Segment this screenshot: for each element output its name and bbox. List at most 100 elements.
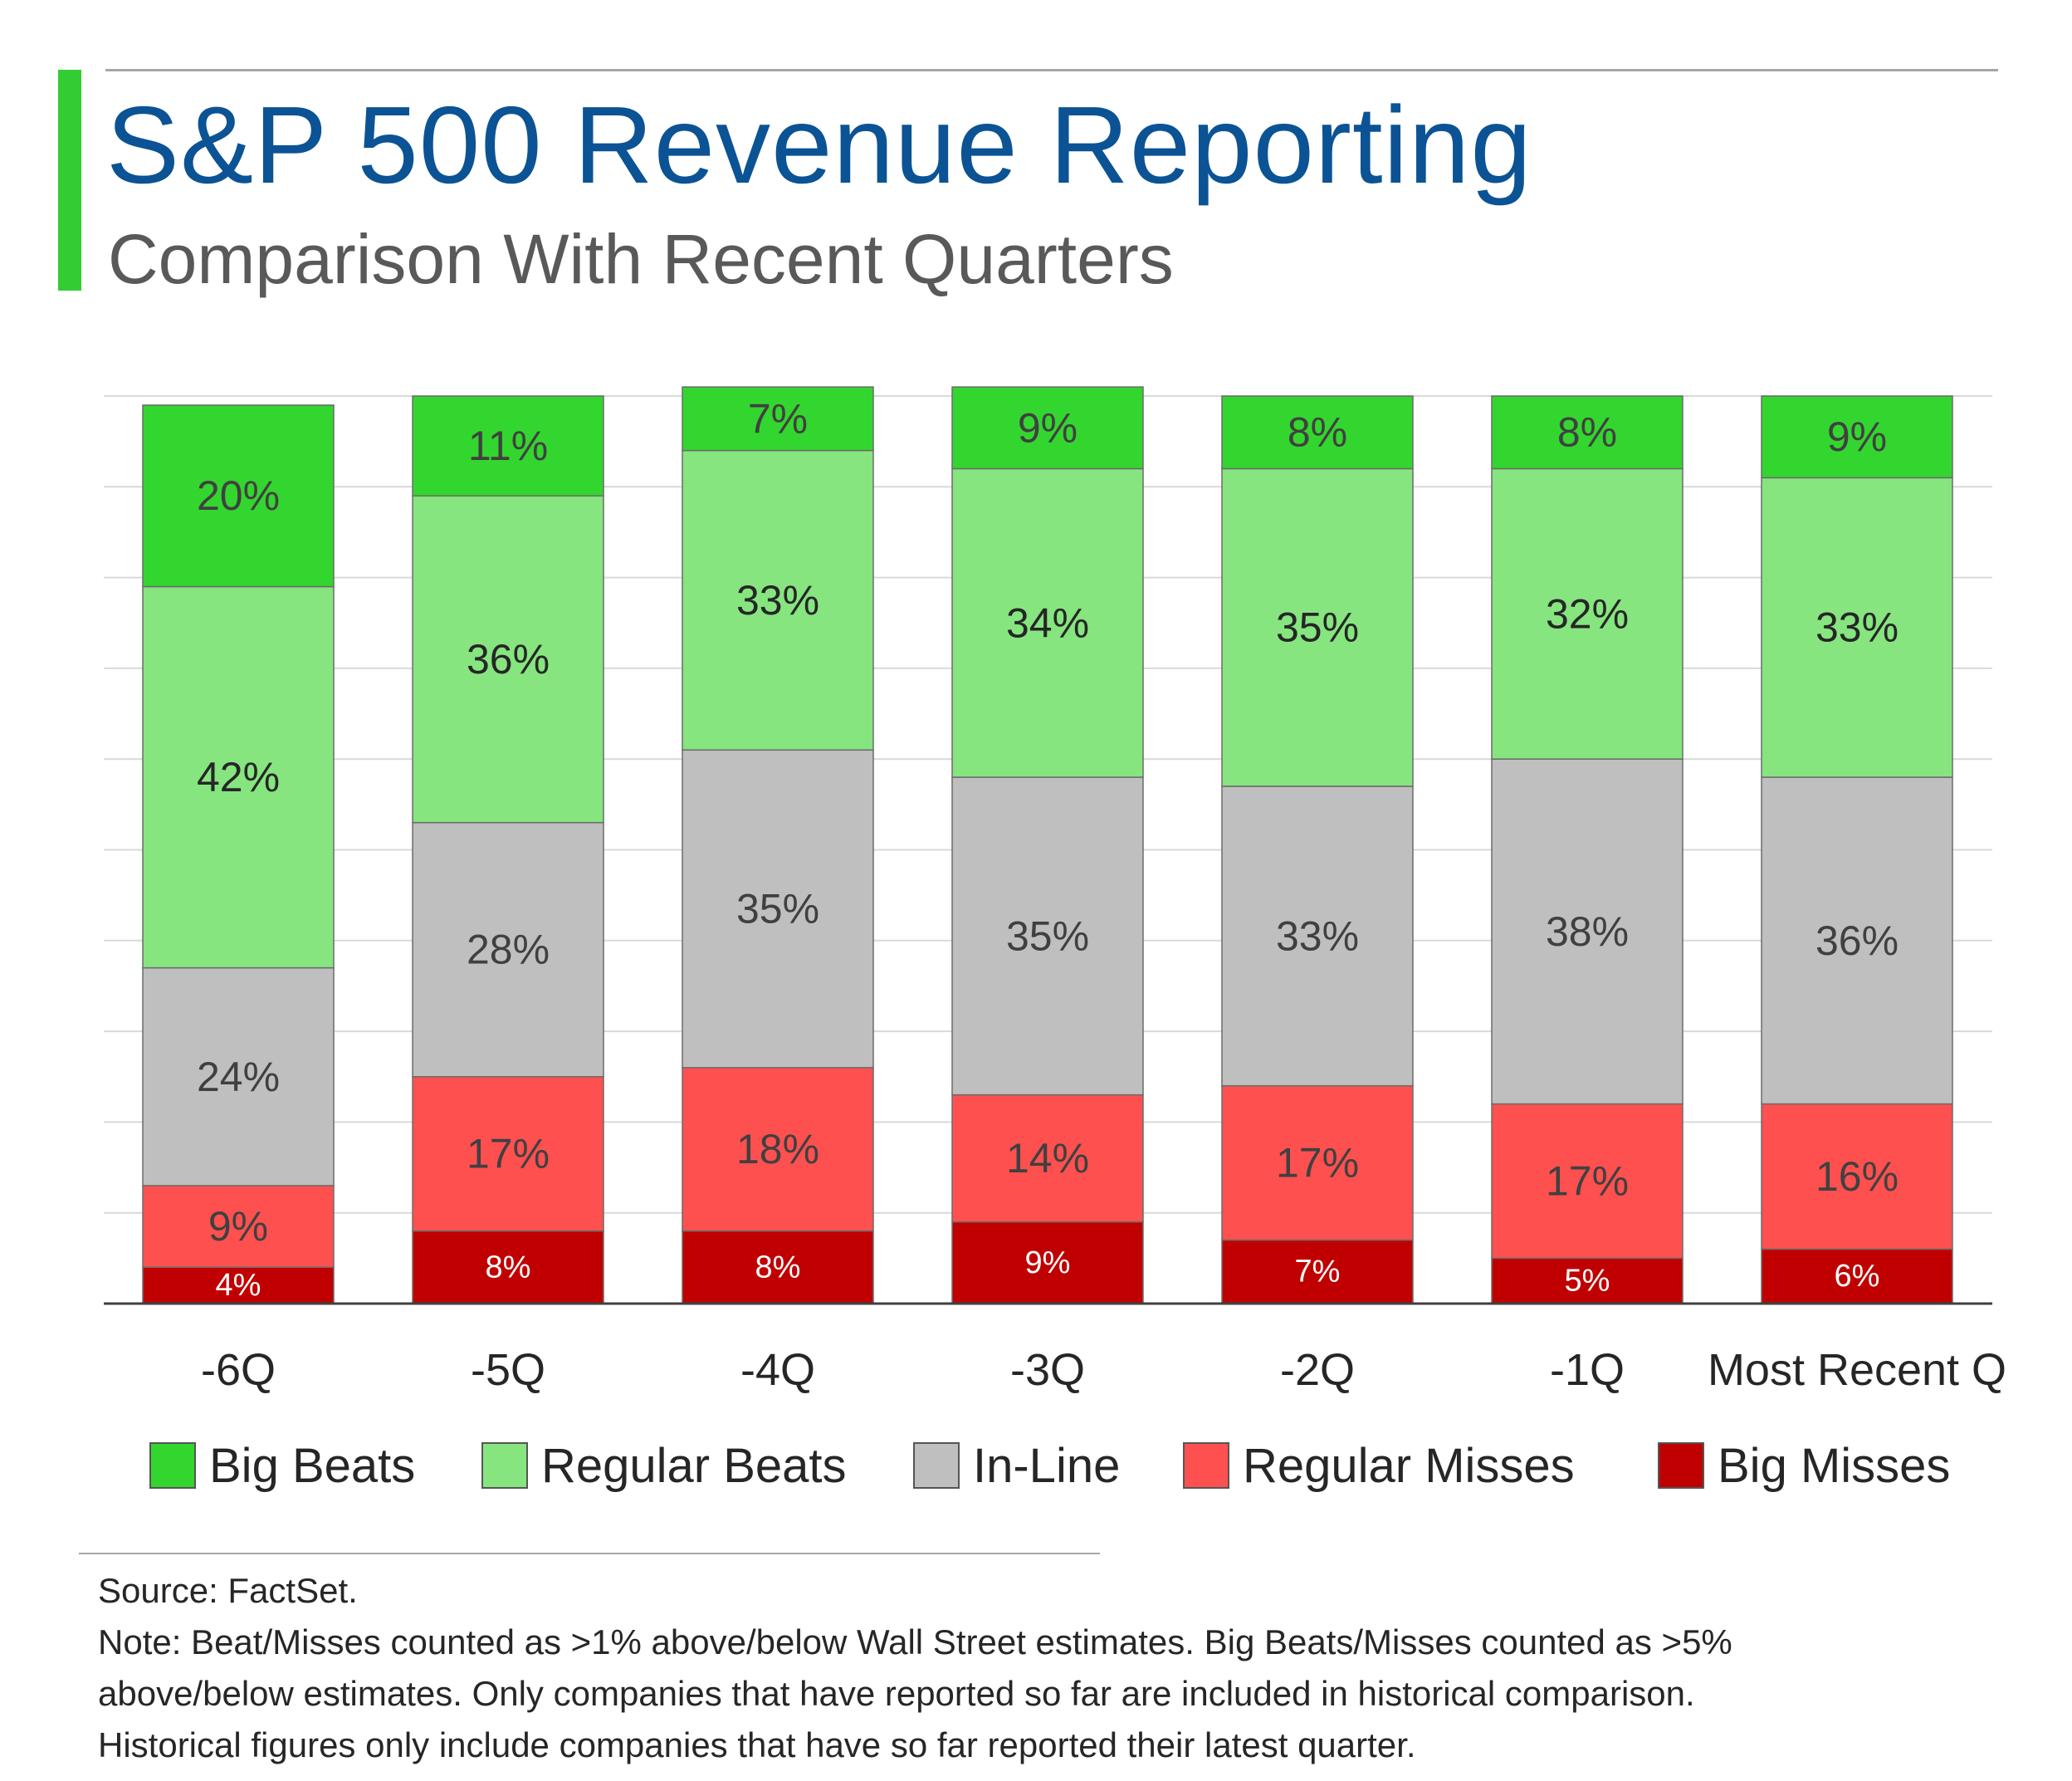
bar-segment <box>142 966 335 1187</box>
title-accent-bar <box>58 70 81 291</box>
bar-segment <box>1491 758 1684 1105</box>
bar-segment <box>1491 467 1684 760</box>
data-label: 28% <box>467 927 550 973</box>
x-tick-label: -6Q <box>201 1345 276 1395</box>
x-tick-label: -1Q <box>1550 1345 1625 1395</box>
bar-segment <box>1491 1103 1684 1260</box>
bar-segment <box>1761 1248 1953 1304</box>
bar-segment <box>682 1230 874 1304</box>
bar-segment <box>412 1076 604 1232</box>
legend-label: In-Line <box>973 1438 1121 1493</box>
note-line-3: Historical figures only include companie… <box>98 1725 1416 1764</box>
bar-segment <box>1221 467 1414 787</box>
bar-segment <box>412 495 604 824</box>
legend-label: Big Misses <box>1718 1438 1951 1493</box>
bar-segment <box>682 749 874 1069</box>
x-tick-label: Most Recent Q <box>1708 1345 2006 1395</box>
bar-segment <box>142 1266 335 1304</box>
data-label: 7% <box>1295 1255 1341 1289</box>
bar-segment <box>682 449 874 751</box>
data-label: 36% <box>467 636 550 683</box>
legend-item: Big Misses <box>1658 1432 1950 1499</box>
bar-segment <box>1761 395 1953 479</box>
bars <box>142 386 1953 1304</box>
data-label: 17% <box>1546 1157 1629 1204</box>
data-label: 9% <box>1025 1245 1071 1280</box>
data-label: 17% <box>467 1131 550 1177</box>
x-tick-label: -5Q <box>471 1345 545 1395</box>
bar-segment <box>1221 395 1414 470</box>
bar-segment <box>412 821 604 1078</box>
x-tick-label: -2Q <box>1280 1345 1355 1395</box>
legend-label: Big Beats <box>209 1438 416 1493</box>
bar-segment <box>1221 1084 1414 1241</box>
data-label: 8% <box>1557 409 1617 456</box>
stacked-bar-chart: 4% 9% 24% 42% 20% 8% 17% 28% 36% 11% 8% 18% 35% 33% 7%… <box>104 386 2006 1395</box>
data-label: 34% <box>1006 599 1089 646</box>
bar-segment <box>951 1094 1144 1223</box>
bar-segment <box>142 404 335 588</box>
note-line-2: above/below estimates. Only companies th… <box>98 1674 1695 1713</box>
bar-segment <box>1221 785 1414 1087</box>
legend-item: In-Line <box>913 1432 1120 1499</box>
bar-segment <box>1221 1239 1414 1304</box>
data-label: 8% <box>755 1250 801 1284</box>
data-label: 17% <box>1276 1140 1359 1187</box>
bar-segment <box>142 585 335 969</box>
top-rule <box>105 69 1998 71</box>
data-label: 14% <box>1006 1135 1089 1182</box>
data-label: 8% <box>486 1250 531 1284</box>
data-label: 9% <box>1827 413 1887 460</box>
x-tick-label: -4Q <box>740 1345 815 1395</box>
legend-item: Regular Beats <box>481 1432 847 1499</box>
legend-item: Big Beats <box>149 1432 415 1499</box>
data-label: 7% <box>748 395 808 442</box>
data-label: 33% <box>736 577 819 624</box>
bar-segment <box>1761 1103 1953 1250</box>
legend-item: Regular Misses <box>1183 1432 1575 1499</box>
data-label: 20% <box>197 472 280 519</box>
data-label: 35% <box>1276 604 1359 651</box>
legend-swatch <box>1183 1442 1229 1489</box>
legend: Big Beats Regular Beats In-Line Regular Mis… <box>149 1432 2017 1499</box>
legend-swatch <box>481 1442 528 1489</box>
legend-swatch <box>913 1442 960 1489</box>
bar-segment <box>682 386 874 452</box>
x-tick-labels: -6Q -5Q -4Q -3Q -2Q -1Q Most Recent Q <box>201 1345 2006 1395</box>
x-tick-label: -3Q <box>1010 1345 1085 1395</box>
data-label: 4% <box>216 1268 261 1303</box>
legend-label: Regular Misses <box>1243 1438 1575 1493</box>
legend-swatch <box>1658 1442 1704 1489</box>
source-note: Source: FactSet. <box>98 1571 358 1610</box>
data-label: 9% <box>1018 404 1078 451</box>
data-label: 5% <box>1565 1264 1610 1299</box>
data-label: 36% <box>1815 917 1899 964</box>
legend-swatch <box>149 1442 196 1489</box>
bar-segment <box>951 776 1144 1096</box>
data-label: 9% <box>208 1203 268 1250</box>
data-label: 42% <box>197 754 280 800</box>
data-label: 6% <box>1835 1259 1880 1294</box>
bar-segment <box>1491 395 1684 470</box>
data-label: 38% <box>1546 908 1629 955</box>
bar-segment <box>951 386 1144 470</box>
data-label: 11% <box>468 423 548 469</box>
note-line-1: Note: Beat/Misses counted as >1% above/b… <box>98 1622 1732 1661</box>
data-label: 35% <box>736 886 819 932</box>
bar-segment <box>412 395 604 497</box>
chart-subtitle: Comparison With Recent Quarters <box>108 220 1174 298</box>
data-label: 8% <box>1288 409 1347 456</box>
data-label: 18% <box>736 1126 819 1172</box>
data-label: 32% <box>1546 590 1629 637</box>
data-label: 33% <box>1276 913 1359 959</box>
footer: Source: FactSet. Note: Beat/Misses count… <box>98 1565 2040 1771</box>
chart-title: S&P 500 Revenue Reporting <box>106 84 1532 206</box>
bar-segment <box>1761 776 1953 1105</box>
bar-segment <box>951 1221 1144 1304</box>
bar-segment <box>951 467 1144 778</box>
data-label: 24% <box>197 1054 280 1100</box>
bar-segment <box>142 1185 335 1269</box>
data-label: 33% <box>1815 604 1899 651</box>
data-labels: 4% 9% 24% 42% 20% 8% 17% 28% 36% 11% 8% 18% 35% 33% 7%… <box>197 395 1899 1303</box>
bar-segment <box>682 1067 874 1232</box>
